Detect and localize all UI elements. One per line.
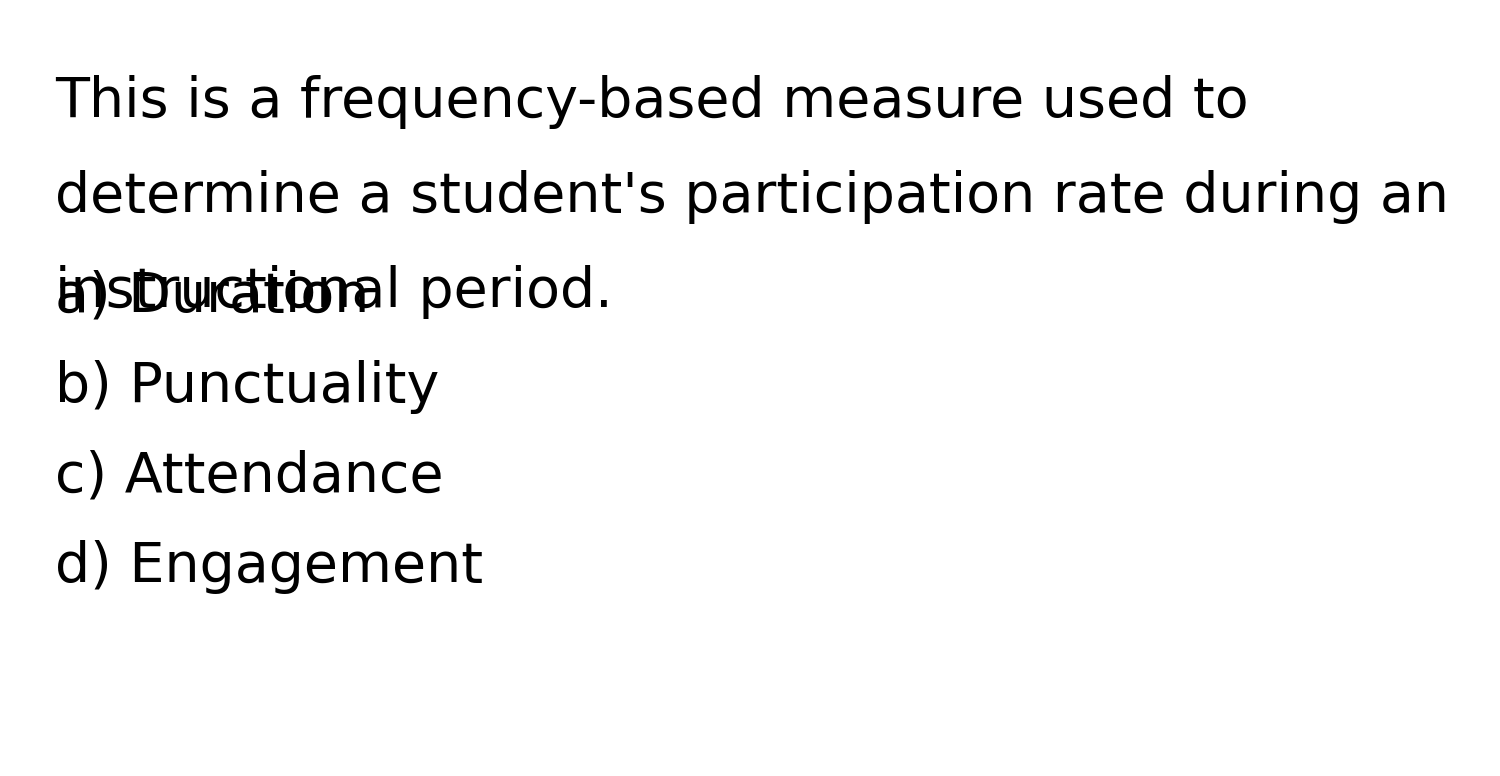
Text: determine a student's participation rate during an: determine a student's participation rate… (56, 170, 1449, 224)
Text: c) Attendance: c) Attendance (56, 450, 444, 504)
Text: This is a frequency-based measure used to: This is a frequency-based measure used t… (56, 75, 1248, 129)
Text: b) Punctuality: b) Punctuality (56, 360, 440, 414)
Text: a) Duration: a) Duration (56, 270, 369, 324)
Text: instructional period.: instructional period. (56, 265, 612, 319)
Text: d) Engagement: d) Engagement (56, 540, 483, 594)
